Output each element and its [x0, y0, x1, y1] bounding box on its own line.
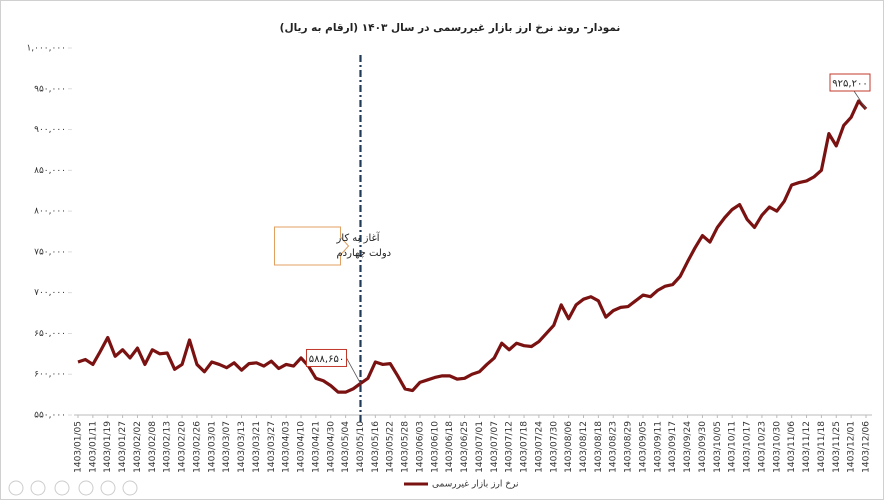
x-tick-label: 1403/09/17 — [668, 421, 678, 473]
x-tick-label: 1403/02/02 — [133, 421, 143, 473]
x-tick-label: 1403/01/27 — [118, 421, 128, 473]
x-tick-label: 1403/08/12 — [579, 421, 589, 473]
x-tick-label: 1403/04/21 — [311, 421, 321, 473]
value-label-box — [305, 348, 347, 367]
x-tick-label: 1403/10/05 — [713, 421, 723, 473]
x-tick-label: 1403/02/13 — [163, 421, 173, 473]
x-tick-label: 1403/03/27 — [267, 421, 277, 473]
value-label: ۹۲۵,۲۰۰ — [832, 79, 867, 90]
x-tick-label: 1403/08/18 — [594, 421, 604, 473]
x-tick-label: 1403/01/19 — [103, 421, 113, 473]
x-tick-label: 1403/08/29 — [624, 421, 634, 473]
x-tick-label: 1403/05/10 — [356, 421, 366, 473]
data-line — [77, 99, 868, 394]
x-tick-label: 1403/07/12 — [505, 421, 515, 473]
annotation-connector — [346, 357, 361, 384]
x-tick-label: 1403/12/06 — [862, 421, 872, 473]
legend-label: نرخ ارز بازار غیررسمی — [432, 480, 518, 490]
x-tick-label: 1403/08/23 — [609, 421, 619, 473]
x-tick-label: 1403/10/11 — [728, 421, 738, 473]
x-tick-label: 1403/04/30 — [326, 421, 336, 473]
toolbar — [8, 480, 138, 496]
y-tick-label: ۶۵۰,۰۰۰ — [34, 329, 66, 339]
x-tick-label: 1403/10/30 — [772, 421, 782, 473]
x-tick-label: 1403/11/12 — [802, 421, 812, 473]
x-tick-label: 1403/11/06 — [787, 421, 797, 473]
x-tick-label: 1403/07/01 — [475, 421, 485, 473]
toolbar-button[interactable] — [30, 480, 46, 496]
x-tick-label: 1403/09/24 — [683, 421, 693, 473]
toolbar-button[interactable] — [78, 480, 94, 496]
x-tick-label: 1403/06/18 — [445, 421, 455, 473]
x-tick-label: 1403/07/18 — [520, 421, 530, 473]
y-tick-label: ۷۰۰,۰۰۰ — [34, 288, 66, 298]
x-tick-label: 1403/02/26 — [192, 421, 202, 473]
x-tick-label: 1403/09/30 — [698, 421, 708, 473]
chart-title: نمودار- روند نرخ ارز بازار غیررسمی در سا… — [280, 22, 621, 34]
x-tick-label: 1403/01/05 — [74, 421, 84, 473]
x-tick-label: 1403/04/03 — [282, 421, 292, 473]
x-tick-label: 1403/06/25 — [460, 421, 470, 473]
x-tick-label: 1403/11/18 — [817, 421, 827, 473]
x-tick-label: 1403/09/11 — [653, 421, 663, 473]
x-tick-label: 1403/07/30 — [549, 421, 559, 473]
x-tick-label: 1403/05/28 — [401, 421, 411, 473]
y-tick-label: ۱,۰۰۰,۰۰۰ — [26, 44, 66, 54]
x-tick-label: 1403/01/11 — [88, 421, 98, 473]
x-tick-label: 1403/05/16 — [371, 421, 381, 473]
y-tick-label: ۸۵۰,۰۰۰ — [34, 166, 66, 176]
y-tick-label: ۷۵۰,۰۰۰ — [34, 247, 66, 257]
x-tick-label: 1403/06/03 — [415, 421, 425, 473]
x-tick-label: 1403/03/01 — [207, 421, 217, 473]
x-tick-label: 1403/05/04 — [341, 421, 351, 473]
x-tick-label: 1403/07/24 — [534, 421, 544, 473]
x-tick-label: 1403/10/17 — [743, 421, 753, 473]
annotation-connector — [853, 90, 867, 110]
x-tick-label: 1403/02/08 — [148, 421, 158, 473]
value-label-box — [829, 73, 871, 92]
y-tick-label: ۶۰۰,۰۰۰ — [34, 370, 66, 380]
toolbar-button[interactable] — [122, 480, 138, 496]
x-tick-label: 1403/10/23 — [757, 421, 767, 473]
x-tick-label: 1403/04/10 — [297, 421, 307, 473]
x-tick-label: 1403/11/25 — [832, 421, 842, 473]
value-label: ۵۸۸,۶۵۰ — [309, 354, 344, 365]
x-tick-label: 1403/08/06 — [564, 421, 574, 473]
annotation-box — [273, 226, 350, 266]
x-tick-label: 1403/12/01 — [847, 421, 857, 473]
x-tick-label: 1403/03/07 — [222, 421, 232, 473]
annotation-text: دولت چهاردم — [336, 248, 391, 259]
y-tick-label: ۹۰۰,۰۰۰ — [34, 125, 66, 135]
x-tick-label: 1403/03/13 — [237, 421, 247, 473]
y-tick-label: ۹۵۰,۰۰۰ — [34, 84, 66, 94]
x-tick-label: 1403/02/20 — [178, 421, 188, 473]
toolbar-button[interactable] — [100, 480, 116, 496]
y-tick-label: ۸۰۰,۰۰۰ — [34, 207, 66, 217]
x-tick-label: 1403/06/10 — [430, 421, 440, 473]
x-tick-label: 1403/07/07 — [490, 421, 500, 473]
x-tick-label: 1403/09/05 — [638, 421, 648, 473]
toolbar-button[interactable] — [54, 480, 70, 496]
annotation-text: آغاز به کار — [335, 231, 380, 244]
toolbar-button[interactable] — [8, 480, 24, 496]
x-tick-label: 1403/05/22 — [386, 421, 396, 473]
x-tick-label: 1403/03/21 — [252, 421, 262, 473]
y-tick-label: ۵۵۰,۰۰۰ — [34, 411, 66, 421]
